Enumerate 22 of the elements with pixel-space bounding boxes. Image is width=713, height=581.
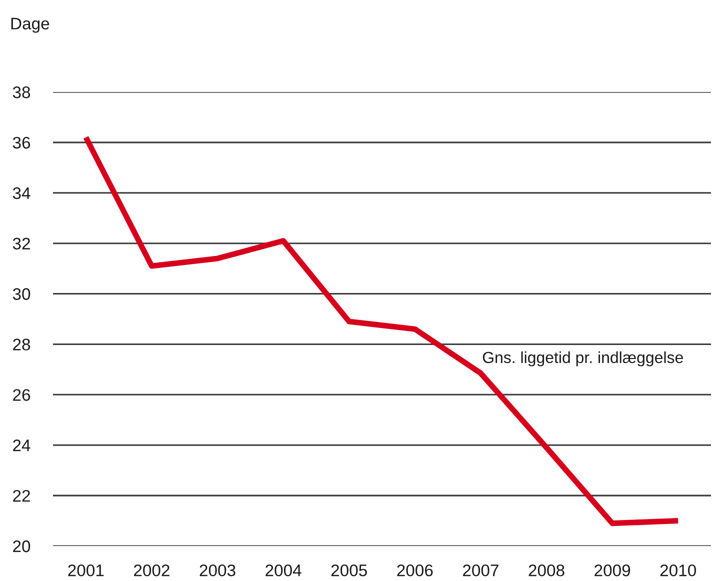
- x-tick-label: 2002: [134, 564, 170, 576]
- x-tick-label: 2010: [660, 564, 696, 576]
- y-tick-label: 34: [12, 187, 30, 200]
- x-tick-label: 2007: [463, 564, 498, 576]
- x-tick-label: 2001: [68, 564, 104, 576]
- x-tick-label: 2003: [200, 564, 236, 576]
- x-tick-label: 2009: [594, 564, 630, 576]
- y-tick-label: 26: [13, 389, 30, 401]
- y-tick-label: 36: [12, 136, 30, 149]
- y-tick-label: 38: [12, 86, 30, 98]
- series-label: Gns. liggetid pr. indlæggelse: [482, 351, 683, 366]
- y-tick-label: 32: [12, 238, 30, 250]
- y-tick-label: 30: [12, 288, 30, 300]
- y-tick-label: 22: [13, 490, 30, 502]
- x-tick-label: 2004: [266, 564, 302, 576]
- y-axis-title: Dage: [11, 18, 50, 33]
- y-tick-label: 24: [13, 440, 30, 452]
- x-tick-label: 2006: [397, 564, 433, 576]
- x-tick-label: 2008: [528, 564, 564, 576]
- y-tick-label: 28: [13, 338, 30, 350]
- x-tick-label: 2005: [331, 564, 367, 576]
- y-tick-label: 20: [13, 540, 30, 552]
